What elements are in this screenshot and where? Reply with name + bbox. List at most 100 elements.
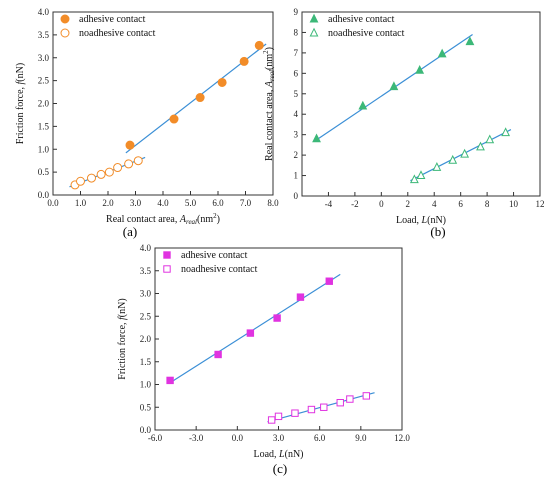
data-point	[409, 174, 419, 184]
x-axis-symbol: L	[278, 449, 285, 460]
panel-label: (a)	[123, 224, 137, 239]
plot-frame	[301, 11, 541, 197]
data-point	[60, 14, 70, 24]
y-tick-label: 1.5	[140, 357, 152, 367]
data-point	[124, 159, 134, 169]
x-tick-label: 8.0	[267, 198, 279, 208]
x-tick-label: 5.0	[185, 198, 197, 208]
data-point	[254, 40, 264, 50]
y-tick-label: 9	[294, 7, 299, 17]
x-tick-label: 10	[509, 199, 519, 209]
x-tick-label: 8	[485, 199, 490, 209]
data-point	[346, 395, 354, 403]
y-axis-unit-close: )	[264, 47, 275, 50]
data-point	[485, 134, 495, 144]
y-tick-label: 7	[294, 48, 299, 58]
panel-label: (b)	[430, 224, 445, 239]
x-tick-label: 12	[536, 199, 545, 209]
y-axis-label: Real contact area, Areal(nm2)	[262, 47, 276, 161]
data-point	[416, 170, 426, 180]
data-point	[163, 251, 171, 259]
plot-frame	[154, 247, 403, 431]
data-point	[437, 48, 447, 58]
x-axis-unit: (nN)	[285, 449, 304, 460]
y-tick-label: 1.0	[38, 144, 50, 154]
panel-label: (c)	[273, 461, 287, 476]
y-tick-label: 2.0	[38, 99, 50, 109]
data-point	[389, 81, 399, 91]
chart-panel-c: -6.0 -3.0 0.0 3.0 6.0 9.0 12.0 0.0 0.5 1.0 1.5 2.0 2…	[117, 243, 410, 476]
y-tick-label: 3.5	[140, 266, 152, 276]
plot-frame	[52, 11, 274, 196]
series-triangle-open	[409, 127, 511, 184]
y-axis-label: Friction force, f(nN)	[15, 63, 26, 144]
data-point	[87, 173, 96, 183]
x-tick-label: 0.0	[47, 198, 59, 208]
data-point	[325, 277, 333, 285]
y-axis-subscript: real	[268, 70, 276, 81]
y-axis-symbol: f	[117, 316, 128, 320]
y-tick-label: 6	[294, 68, 299, 78]
x-axis-label: Real contact area, Areal(nm2)	[106, 212, 220, 226]
data-point	[320, 403, 328, 411]
series-triangle-filled	[312, 36, 475, 143]
x-tick-label: -3.0	[189, 433, 204, 443]
x-tick-label: 6.0	[314, 433, 326, 443]
y-tick-label: 2.5	[38, 76, 50, 86]
y-tick-label: 1	[294, 171, 299, 181]
x-tick-label: 7.0	[240, 198, 252, 208]
legend-label: noadhesive contact	[79, 28, 156, 39]
data-point	[448, 154, 458, 164]
data-point	[291, 409, 299, 417]
data-point	[415, 64, 425, 74]
series-square-filled	[166, 277, 333, 385]
x-axis-subscript: real	[186, 218, 197, 226]
y-axis-unit: (nm	[264, 54, 275, 70]
y-tick-label: 8	[294, 27, 299, 37]
x-axis-superscript: 2	[213, 212, 217, 220]
fit-line	[410, 129, 512, 182]
y-axis-label-text: Friction force,	[117, 320, 128, 380]
legend-label: adhesive contact	[328, 14, 395, 25]
y-axis-label-text: Friction force,	[15, 84, 26, 144]
y-tick-label: 3	[294, 130, 299, 140]
x-tick-label: 0	[379, 199, 384, 209]
data-point	[296, 293, 305, 301]
y-axis-unit: (nN)	[117, 298, 128, 317]
x-tick-label: 0.0	[232, 433, 244, 443]
data-point	[358, 100, 368, 110]
y-tick-label: 3.0	[38, 53, 50, 63]
data-point	[476, 141, 485, 151]
data-point	[312, 133, 321, 143]
data-point	[309, 27, 319, 37]
x-axis-unit: (nm	[197, 214, 213, 225]
y-axis-label: Friction force, f(nN)	[117, 298, 128, 379]
data-point	[274, 412, 283, 421]
y-tick-label: 3.5	[38, 30, 50, 40]
data-point	[60, 28, 70, 38]
y-tick-label: 0.0	[140, 425, 152, 435]
y-tick-label: 4.0	[140, 243, 152, 253]
x-tick-label: 12.0	[394, 433, 410, 443]
x-tick-label: 3.0	[273, 433, 285, 443]
data-point	[307, 405, 316, 414]
y-axis-superscript: 2	[262, 50, 270, 54]
data-point	[336, 399, 344, 407]
data-point	[217, 77, 227, 87]
data-point	[76, 176, 85, 186]
x-tick-label: 4	[432, 199, 437, 209]
series-circle-open	[70, 156, 143, 190]
y-tick-label: 5	[294, 89, 299, 99]
y-tick-label: 0	[294, 191, 299, 201]
x-axis-symbol: A	[179, 214, 187, 225]
x-axis-label-text: Real contact area,	[106, 214, 180, 225]
y-tick-label: 2	[294, 150, 299, 160]
y-tick-label: 0.5	[38, 167, 50, 177]
x-tick-label: 2.0	[102, 198, 114, 208]
x-tick-label: -4	[325, 199, 333, 209]
x-tick-label: 2	[406, 199, 411, 209]
x-axis-label: Load, L(nN)	[396, 215, 446, 226]
x-tick-label: 3.0	[130, 198, 142, 208]
data-point	[166, 376, 174, 385]
